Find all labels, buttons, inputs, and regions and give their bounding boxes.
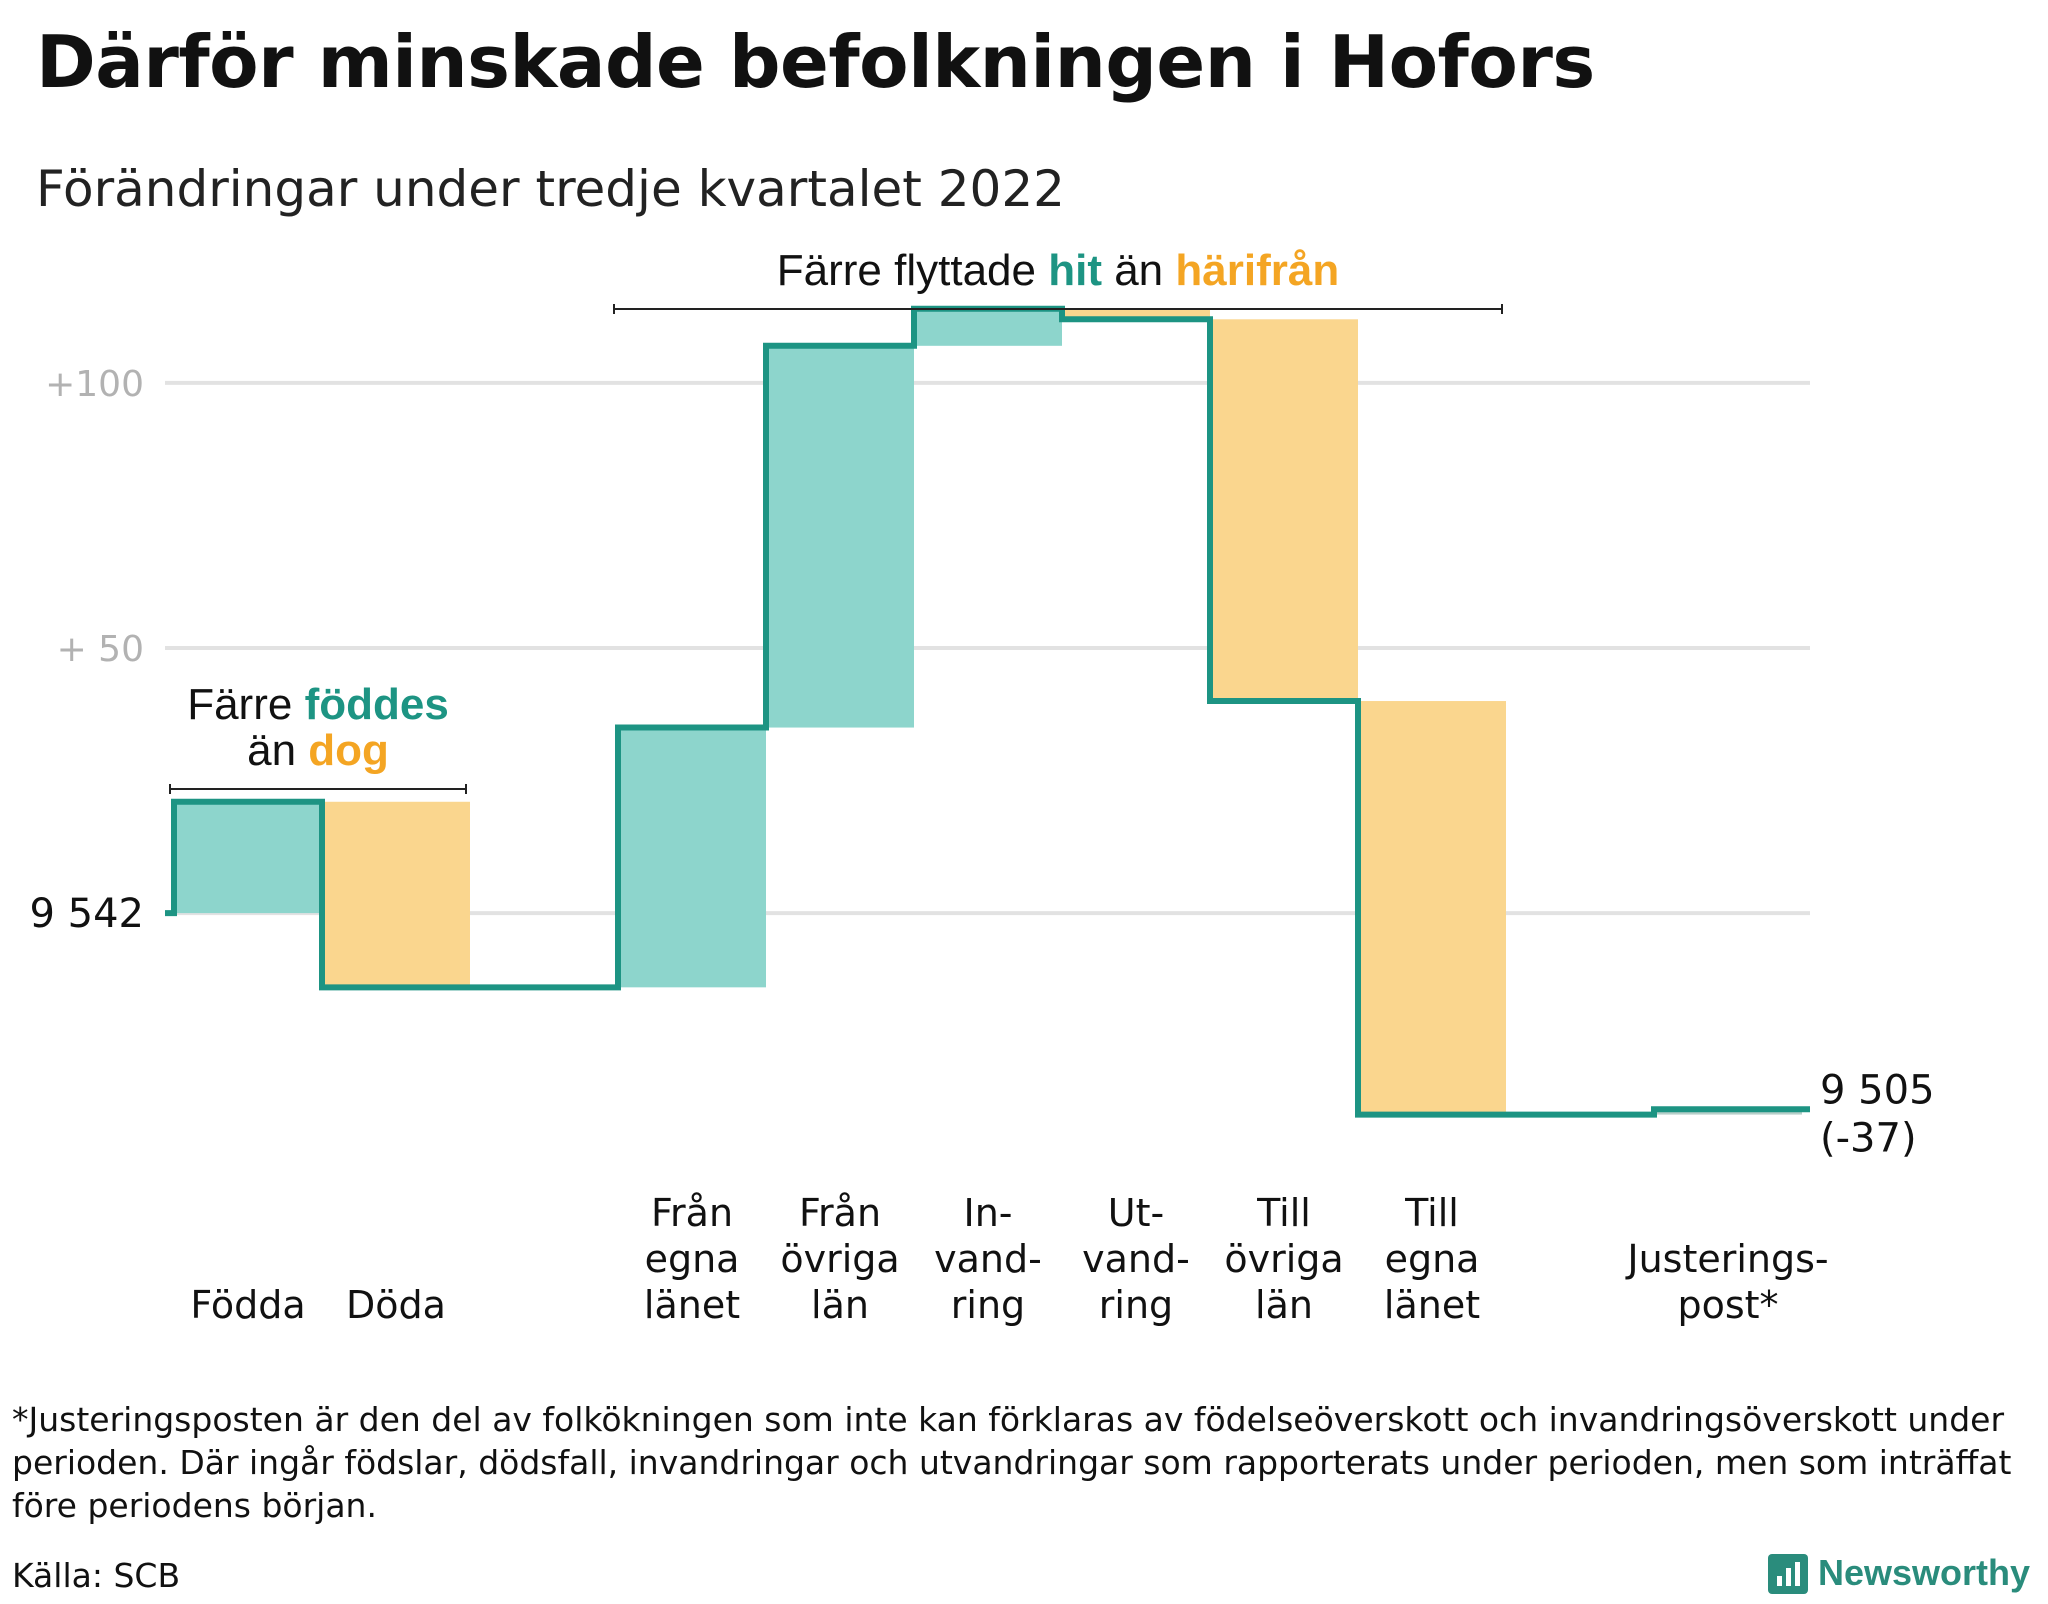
category-label: post*: [1677, 1283, 1778, 1327]
annotation-segment: hit: [1048, 246, 1102, 295]
annotation-text: Färre flyttade hit än härifrån: [777, 246, 1339, 295]
bar-till-egna-länet: [1358, 701, 1506, 1115]
category-label: In-: [963, 1191, 1012, 1235]
bar-födda: [174, 801, 322, 914]
category-label: egna: [645, 1237, 740, 1281]
annotation-text: Färre föddes: [187, 680, 449, 729]
y-tick-label: + 50: [57, 629, 144, 670]
category-label: Från: [651, 1191, 733, 1235]
category-label: län: [1255, 1283, 1313, 1327]
change-value-label: (-37): [1820, 1115, 1917, 1161]
category-label: Födda: [190, 1283, 305, 1327]
annotation-segment: dog: [308, 726, 389, 775]
annotation-text: än dog: [247, 726, 389, 775]
annotation-segment: Färre: [187, 680, 304, 729]
newsworthy-logo-icon: [1768, 1554, 1808, 1594]
category-label: övriga: [1224, 1237, 1343, 1281]
category-label: län: [811, 1283, 869, 1327]
start-value-label: 9 542: [29, 891, 144, 937]
brand-name: Newsworthy: [1818, 1552, 2031, 1593]
category-label: vand-: [1082, 1237, 1190, 1281]
bar-från-egna-länet: [618, 727, 766, 988]
category-label: ring: [951, 1283, 1025, 1327]
footnote: *Justeringsposten är den del av folkökni…: [12, 1400, 2012, 1525]
annotation-segment: härifrån: [1175, 246, 1339, 295]
category-label: egna: [1385, 1237, 1480, 1281]
bar-till-övriga-län: [1210, 319, 1358, 702]
annotation-segment: Färre flyttade: [777, 246, 1048, 295]
category-label: ring: [1099, 1283, 1173, 1327]
category-label: Till: [1404, 1191, 1459, 1235]
category-label: Ut-: [1108, 1191, 1164, 1235]
bar-utvandring: [1062, 308, 1210, 320]
annotation-segment: än: [247, 726, 308, 775]
newsworthy-brand[interactable]: Newsworthy: [1768, 1552, 2038, 1604]
bar-invandring: [914, 308, 1062, 346]
end-value-label: 9 505: [1820, 1067, 1935, 1113]
category-label: Justerings-: [1625, 1237, 1828, 1281]
category-label: länet: [644, 1283, 740, 1327]
category-label: Till: [1256, 1191, 1311, 1235]
bar-från-övriga-län: [766, 345, 914, 728]
category-label: Döda: [346, 1283, 446, 1327]
chart-subtitle: Förändringar under tredje kvartalet 2022: [36, 160, 1065, 218]
category-label: länet: [1384, 1283, 1480, 1327]
source-label: Källa: SCB: [12, 1556, 181, 1595]
chart-title: Därför minskade befolkningen i Hofors: [36, 20, 1595, 104]
annotation-segment: än: [1102, 246, 1175, 295]
category-label: Från: [799, 1191, 881, 1235]
bar-döda: [322, 801, 470, 988]
category-label: övriga: [780, 1237, 899, 1281]
category-label: vand-: [934, 1237, 1042, 1281]
y-tick-label: +100: [45, 364, 144, 405]
annotation-segment: föddes: [305, 680, 449, 729]
